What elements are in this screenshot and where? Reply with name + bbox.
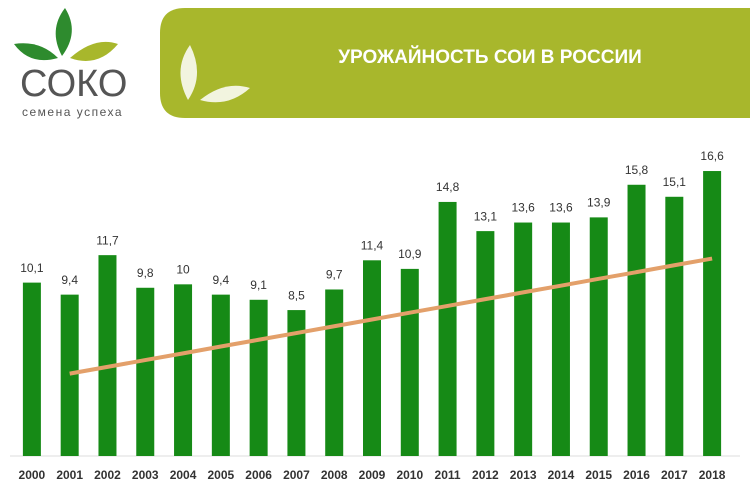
bar (287, 310, 306, 456)
bar (589, 217, 608, 456)
x-tick-label: 2008 (321, 468, 348, 482)
chart-title: УРОЖАЙНОСТЬ СОИ В РОССИИ (338, 46, 642, 68)
x-tick-label: 2018 (699, 468, 726, 482)
bar (60, 294, 79, 456)
banner-leaves (180, 45, 250, 103)
x-tick-label: 2005 (207, 468, 234, 482)
value-label: 14,8 (436, 180, 460, 194)
x-tick-label: 2011 (435, 468, 461, 482)
x-tick-label: 2000 (19, 468, 46, 482)
bar (514, 222, 533, 456)
value-label: 9,8 (137, 266, 154, 280)
value-label: 11,4 (361, 238, 384, 252)
x-tick-label: 2010 (396, 468, 423, 482)
value-label: 10,1 (20, 261, 44, 275)
x-tick-label: 2014 (548, 468, 575, 482)
value-label: 13,1 (474, 209, 498, 223)
value-label: 11,7 (96, 233, 119, 247)
x-tick-label: 2004 (170, 468, 197, 482)
bar (438, 201, 457, 456)
value-label: 15,1 (663, 175, 687, 189)
x-tick-label: 2002 (94, 468, 121, 482)
x-tick-label: 2015 (585, 468, 612, 482)
value-label: 13,6 (549, 201, 573, 215)
bar (551, 222, 570, 456)
x-tick-label: 2001 (56, 468, 83, 482)
bar (627, 184, 646, 456)
trend-line (69, 256, 713, 376)
bar (136, 287, 155, 456)
bar (249, 299, 268, 456)
x-tick-label: 2012 (472, 468, 499, 482)
bar (325, 289, 344, 456)
bar (363, 260, 381, 456)
value-label: 10 (176, 263, 190, 277)
value-label: 15,8 (625, 163, 649, 177)
value-label: 9,4 (212, 273, 229, 287)
header-banner (160, 8, 750, 118)
value-label: 10,9 (398, 247, 422, 261)
x-tick-label: 2006 (245, 468, 272, 482)
x-tick-label: 2016 (623, 468, 650, 482)
bar (400, 268, 419, 456)
bar (211, 294, 230, 456)
logo-name: СОКО (20, 63, 127, 105)
x-tick-label: 2009 (359, 468, 386, 482)
logo-tagline: семена успеха (22, 105, 123, 119)
x-tick-label: 2007 (283, 468, 310, 482)
logo-leaves (14, 8, 118, 61)
value-label: 13,6 (511, 201, 535, 215)
bar (98, 255, 117, 456)
value-label: 8,5 (288, 288, 305, 302)
x-tick-label: 2017 (661, 468, 688, 482)
bar (22, 282, 41, 456)
value-label: 13,9 (587, 196, 611, 210)
value-label: 9,7 (326, 268, 343, 282)
value-label: 16,6 (700, 149, 724, 163)
value-label: 9,1 (250, 278, 267, 292)
bar (665, 196, 684, 457)
value-label: 9,4 (61, 273, 78, 287)
x-tick-label: 2003 (132, 468, 159, 482)
bar (174, 284, 193, 456)
bar (703, 171, 722, 457)
x-tick-label: 2013 (510, 468, 537, 482)
bar (476, 231, 495, 456)
